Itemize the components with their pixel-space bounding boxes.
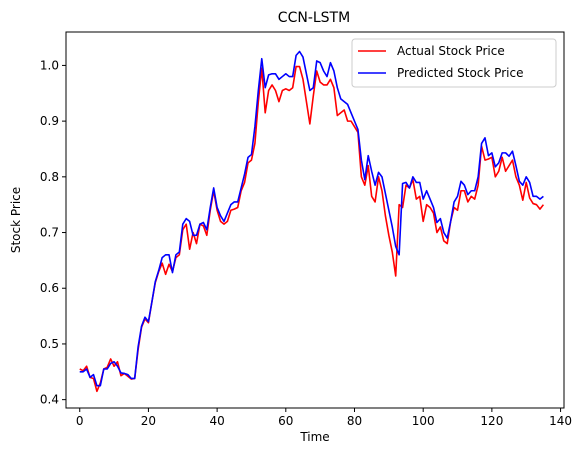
- x-tick-label: 0: [76, 414, 84, 428]
- x-tick-label: 140: [549, 414, 572, 428]
- series-layer: [79, 50, 545, 393]
- legend-label: Actual Stock Price: [397, 44, 505, 58]
- chart-legend: Actual Stock Price Predicted Stock Price: [351, 38, 557, 88]
- x-axis-label: Time: [299, 430, 329, 444]
- y-tick-label: 1.0: [40, 58, 59, 72]
- x-tick-label: 120: [480, 414, 503, 428]
- x-tick-label: 40: [209, 414, 224, 428]
- x-tick-label: 60: [278, 414, 293, 428]
- y-tick-label: 0.4: [40, 393, 59, 407]
- x-tick-label: 100: [412, 414, 435, 428]
- y-axis-label: Stock Price: [9, 187, 23, 253]
- y-tick-label: 0.5: [40, 337, 59, 351]
- y-tick-label: 0.9: [40, 114, 59, 128]
- y-tick-label: 0.7: [40, 226, 59, 240]
- plot-frame: [65, 31, 565, 409]
- legend-label: Predicted Stock Price: [397, 66, 523, 80]
- y-tick-label: 0.8: [40, 170, 59, 184]
- chart-title: CCN-LSTM: [278, 10, 350, 26]
- series-line-actual: [79, 65, 545, 393]
- legend-box: [351, 38, 557, 88]
- x-tick-label: 80: [347, 414, 362, 428]
- x-tick-label: 20: [141, 414, 156, 428]
- ticks-layer: 0 20 40 60 80 100 120 140 0.4 0.5 0.6 0.7 0.8 0.9 1.0: [40, 58, 572, 428]
- y-tick-label: 0.6: [40, 281, 59, 295]
- series-line-predicted: [79, 50, 544, 387]
